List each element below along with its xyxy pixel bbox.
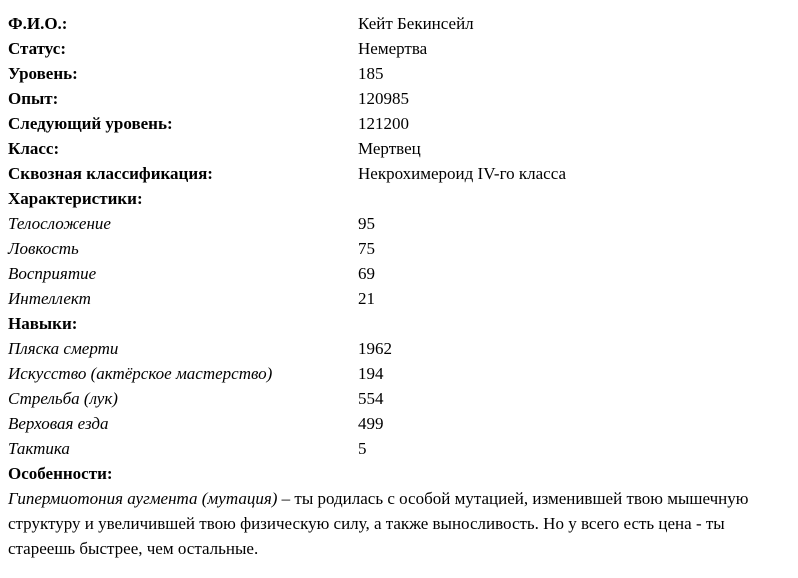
value-characteristic-perception: 69 [358,264,375,283]
row-status: Статус: Немертва [8,36,790,61]
feature-body: – ты родилась с особой мутацией, изменив… [8,489,749,558]
label-characteristic-build: Телосложение [8,214,111,233]
value-skill-tactics: 5 [358,439,367,458]
row-skill-tactics: Тактика 5 [8,436,790,461]
value-skill-acting: 194 [358,364,384,383]
row-cross-classification: Сквозная классификация: Некрохимероид IV… [8,161,790,186]
row-characteristic-perception: Восприятие 69 [8,261,790,286]
label-skill-riding: Верховая езда [8,414,109,433]
value-cross-classification: Некрохимероид IV-го класса [358,164,567,183]
row-level: Уровень: 185 [8,61,790,86]
heading-features: Особенности: [8,464,113,483]
value-skill-riding: 499 [358,414,384,433]
row-class: Класс: Мертвец [8,136,790,161]
identity-section: Ф.И.О.: Кейт Бекинсейл Статус: Немертва … [8,11,790,483]
row-characteristic-intellect: Интеллект 21 [8,286,790,311]
label-skill-tactics: Тактика [8,439,70,458]
row-next-level: Следующий уровень: 121200 [8,111,790,136]
row-experience: Опыт: 120985 [8,86,790,111]
value-skill-archery: 554 [358,389,384,408]
label-characteristic-perception: Восприятие [8,264,97,283]
value-level: 185 [358,64,384,83]
value-characteristic-build: 95 [358,214,375,233]
label-cross-classification: Сквозная классификация: [8,164,213,183]
row-skill-archery: Стрельба (лук) 554 [8,386,790,411]
heading-skills: Навыки: [8,314,78,333]
value-full-name: Кейт Бекинсейл [358,14,474,33]
value-skill-death-dance: 1962 [358,339,392,358]
label-skill-acting: Искусство (актёрское мастерство) [8,364,273,383]
label-status: Статус: [8,39,66,58]
label-class: Класс: [8,139,60,158]
row-characteristic-build: Телосложение 95 [8,211,790,236]
label-level: Уровень: [8,64,78,83]
label-full-name: Ф.И.О.: [8,14,68,33]
label-next-level: Следующий уровень: [8,114,173,133]
value-status: Немертва [358,39,428,58]
heading-characteristics: Характеристики: [8,189,143,208]
value-characteristic-intellect: 21 [358,289,375,308]
value-characteristic-agility: 75 [358,239,375,258]
row-skill-acting: Искусство (актёрское мастерство) 194 [8,361,790,386]
value-experience: 120985 [358,89,409,108]
row-characteristic-agility: Ловкость 75 [8,236,790,261]
row-skill-death-dance: Пляска смерти 1962 [8,336,790,361]
value-class: Мертвец [358,139,421,158]
feature-description: Гипермиотония аугмента (мутация) – ты ро… [8,486,784,561]
label-characteristic-intellect: Интеллект [8,289,91,308]
label-skill-archery: Стрельба (лук) [8,389,118,408]
feature-name: Гипермиотония аугмента (мутация) [8,489,278,508]
label-skill-death-dance: Пляска смерти [8,339,119,358]
row-skill-riding: Верховая езда 499 [8,411,790,436]
value-next-level: 121200 [358,114,409,133]
features-section: Гипермиотония аугмента (мутация) – ты ро… [0,486,798,561]
label-characteristic-agility: Ловкость [8,239,79,258]
label-experience: Опыт: [8,89,59,108]
row-full-name: Ф.И.О.: Кейт Бекинсейл [8,11,790,36]
